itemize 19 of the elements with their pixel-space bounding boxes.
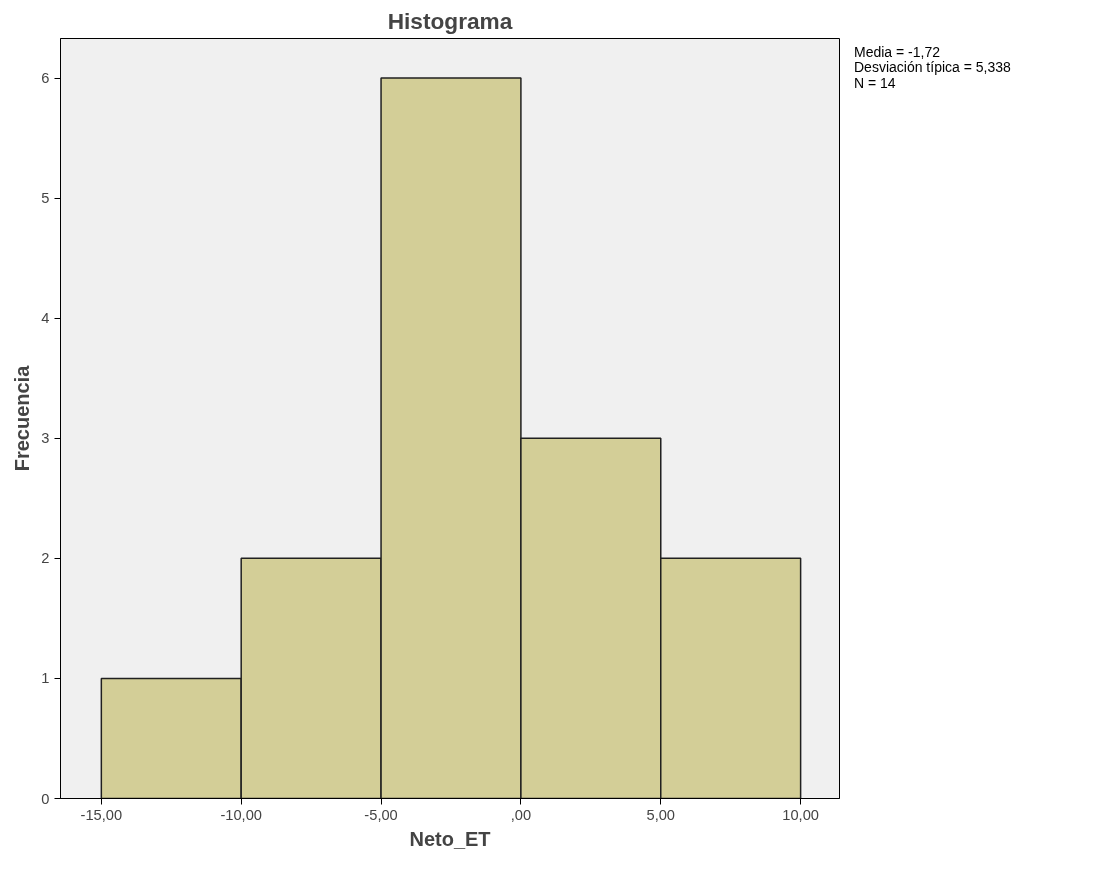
y-tick-label: 2 <box>41 550 50 567</box>
y-axis-title: Frecuencia <box>11 364 34 472</box>
text: Desviación típica = 5,338 <box>854 59 1011 76</box>
x-tick-label: -15,00 <box>80 806 123 823</box>
y-tick-label: 0 <box>41 790 50 807</box>
x-tick-label: -5,00 <box>364 806 398 823</box>
x-tick-label: 10,00 <box>782 806 819 823</box>
x-axis-title: Neto_ET <box>409 827 491 850</box>
x-tick-label: 5,00 <box>646 806 676 823</box>
y-tick-label: 4 <box>41 310 50 327</box>
y-tick-label: 1 <box>41 670 50 687</box>
x-tick-label: -10,00 <box>220 806 262 823</box>
text: Media = -1,72 <box>854 44 940 60</box>
y-tick-label: 3 <box>41 430 50 447</box>
chart-title: Histograma <box>387 7 513 34</box>
text: N = 14 <box>854 74 896 91</box>
x-tick-label: ,00 <box>510 806 532 823</box>
y-tick-label: 6 <box>41 70 50 87</box>
y-tick-label: 5 <box>41 190 50 207</box>
